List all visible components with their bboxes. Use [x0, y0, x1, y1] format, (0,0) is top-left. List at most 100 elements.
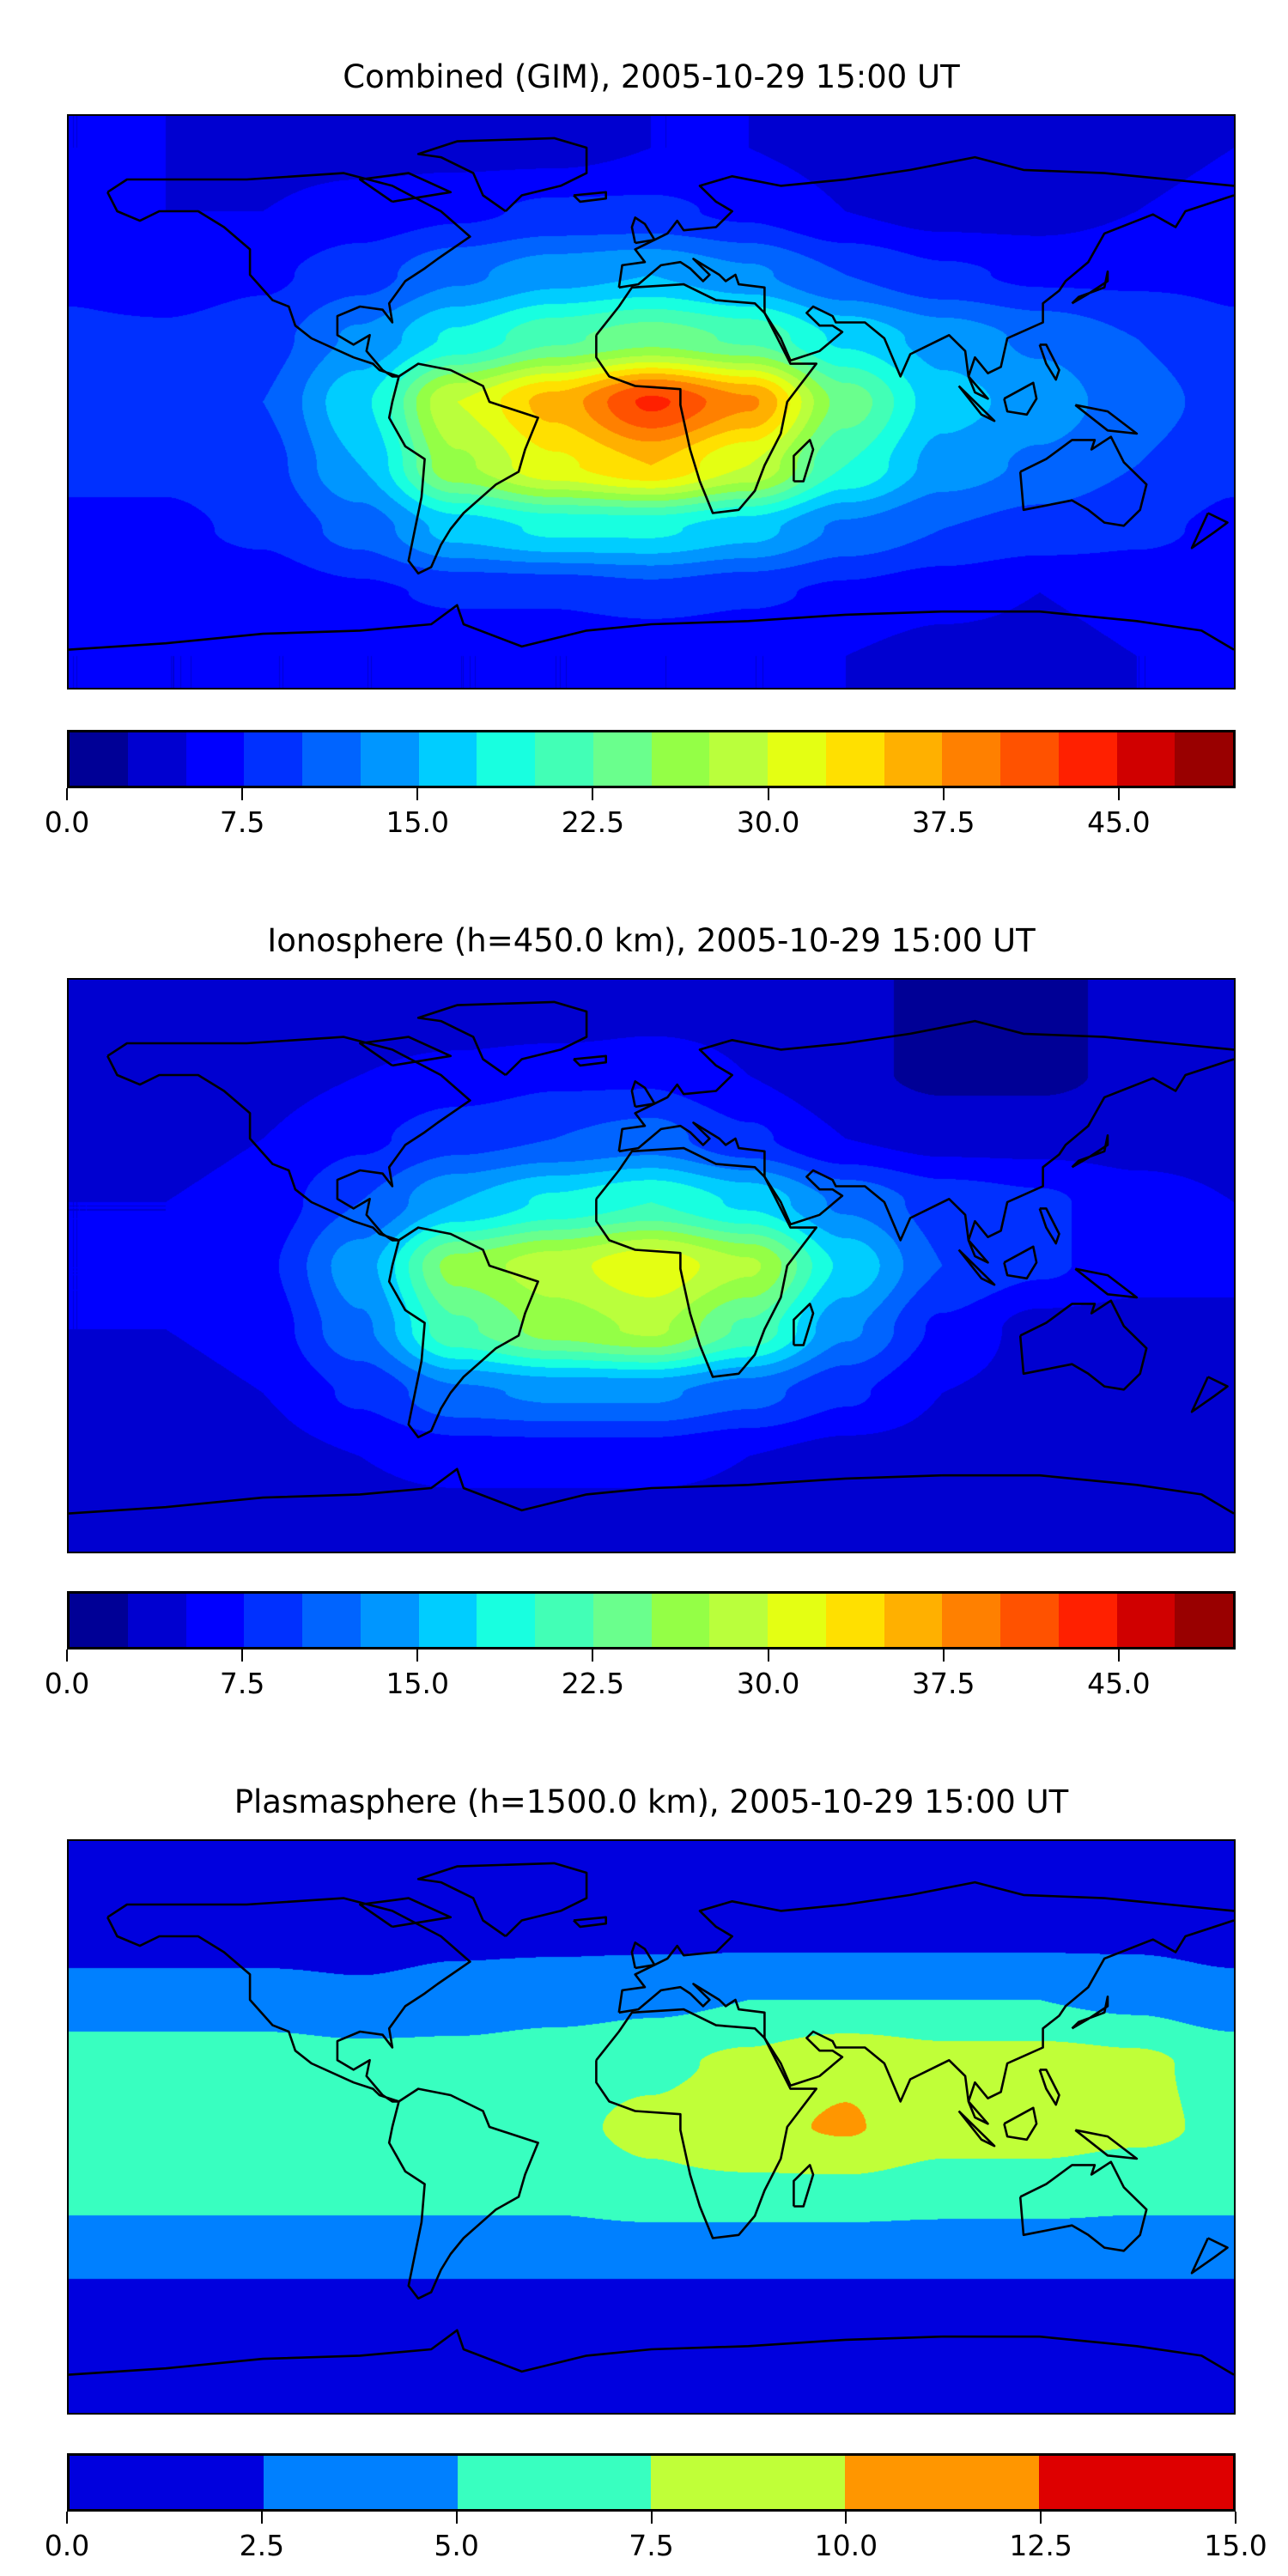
colorbar-tick [416, 1649, 419, 1662]
colorbar-bin [360, 1594, 419, 1647]
heatmap-canvas [69, 116, 1234, 688]
colorbar-bin [1058, 1594, 1117, 1647]
colorbar-tick-label: 7.5 [219, 1667, 265, 1700]
coastline [1018, 1299, 1148, 1391]
coastline [1071, 270, 1109, 305]
coastlines [69, 137, 1234, 651]
colorbar-tick [942, 1649, 945, 1662]
colorbar-tick [1117, 1649, 1120, 1662]
colorbar-tick-label: 0.0 [44, 1667, 90, 1700]
map-plasmasphere [67, 1839, 1236, 2415]
colorbar-bin [768, 1594, 826, 1647]
coastline [617, 1019, 1234, 1151]
colorbar-bin [477, 732, 535, 786]
colorbar-bin [1039, 2456, 1233, 2509]
colorbar-bin [418, 1594, 477, 1647]
heatmap-canvas [69, 1841, 1234, 2413]
colorbar-bin [127, 1594, 186, 1647]
coastline [595, 1146, 818, 1378]
colorbar-tick-label: 30.0 [736, 1667, 800, 1700]
coastline [1071, 1134, 1109, 1169]
colorbar-tick [66, 2512, 68, 2524]
colorbar-bin [244, 1594, 302, 1647]
colorbar-bin [127, 732, 186, 786]
coastline [793, 439, 815, 483]
colorbar-bin [360, 732, 419, 786]
colorbar-bin [942, 1594, 1000, 1647]
coastline [416, 137, 588, 213]
coastline [793, 1303, 815, 1346]
coastline [1038, 343, 1060, 381]
colorbar-tick-label: 37.5 [912, 1667, 975, 1700]
coastlines [69, 1000, 1234, 1515]
colorbar-tick-label: 15.0 [1204, 2529, 1267, 2562]
coastline [106, 1036, 471, 1242]
colorbar-bin [1000, 732, 1059, 786]
colorbar-tick-label: 5.0 [434, 2529, 479, 2562]
coastline [1190, 1376, 1229, 1413]
coastline [387, 2087, 539, 2300]
colorbar-tick [260, 2512, 263, 2524]
colorbar-tick-label: 0.0 [44, 805, 90, 839]
colorbar-bin [845, 2456, 1040, 2509]
colorbar-tick-label: 22.5 [561, 1667, 625, 1700]
colorbar-bin [302, 732, 361, 786]
coastline [630, 1080, 656, 1109]
colorbar-bin [302, 1594, 361, 1647]
coastline [618, 1919, 1234, 2125]
colorbar-tick-label: 10.0 [814, 2529, 878, 2562]
colorbar-tick [592, 788, 594, 800]
colorbar-bin [263, 2456, 458, 2509]
colorbar-bin [535, 1594, 593, 1647]
colorbar-bin [1116, 732, 1176, 786]
colorbar-bin [651, 732, 710, 786]
coastline [957, 2110, 996, 2148]
colorbar-bin [825, 1594, 884, 1647]
colorbar-bin [70, 2456, 264, 2509]
colorbar-tick-label: 30.0 [736, 805, 800, 839]
colorbar-bin [942, 732, 1000, 786]
map-ionosphere [67, 978, 1236, 1553]
colorbar-bin [457, 2456, 652, 2509]
coastline [69, 2329, 1234, 2376]
coastline [573, 1916, 608, 1929]
colorbar-bin [592, 732, 652, 786]
coastline [1018, 2160, 1148, 2252]
coastline [1003, 381, 1038, 416]
coastline [630, 216, 656, 245]
colorbar-bin [418, 732, 477, 786]
coastline [1038, 2069, 1060, 2106]
colorbar-tick-label: 22.5 [561, 805, 625, 839]
heatmap-canvas [69, 980, 1234, 1552]
colorbar-bin [70, 1594, 128, 1647]
colorbar-tick-label: 45.0 [1087, 1667, 1151, 1700]
coastline [358, 1897, 453, 1929]
colorbar-bin [709, 732, 768, 786]
coastline [618, 194, 1234, 400]
coastline [957, 385, 996, 422]
colorbar-tick [767, 788, 769, 800]
coastline [1190, 512, 1229, 550]
colorbar-bin [477, 1594, 535, 1647]
colorbar-bin [651, 1594, 710, 1647]
coastline [416, 1000, 588, 1077]
coastline [1074, 1267, 1139, 1299]
colorbar-bin [1175, 1594, 1233, 1647]
colorbar-bin [244, 732, 302, 786]
coastline [1071, 1996, 1109, 2030]
coastline [1074, 2129, 1139, 2160]
colorbar-bin [884, 1594, 943, 1647]
coastline [630, 1941, 656, 1970]
colorbar-bin [1116, 1594, 1176, 1647]
coastline [387, 1226, 539, 1439]
colorbar-bin [185, 1594, 245, 1647]
coastline [1038, 1207, 1060, 1245]
coastline [69, 604, 1234, 651]
colorbar-tick-label: 0.0 [44, 2529, 90, 2562]
colorbar-tick [1040, 2512, 1042, 2524]
colorbar-tick-label: 2.5 [239, 2529, 285, 2562]
colorbar-tick-label: 15.0 [386, 805, 450, 839]
colorbar-tick [845, 2512, 848, 2524]
colorbar-bin [768, 732, 826, 786]
colorbar-tick [416, 788, 419, 800]
